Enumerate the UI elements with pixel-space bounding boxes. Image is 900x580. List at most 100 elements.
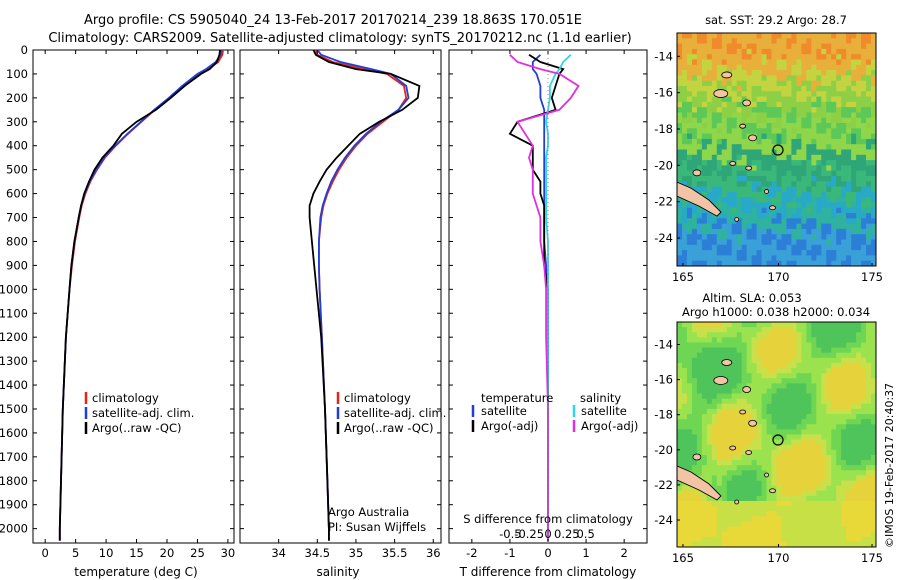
map-cell	[716, 191, 723, 198]
map-cell	[686, 460, 693, 466]
map-cell	[691, 342, 698, 348]
map-cell	[816, 373, 822, 379]
legend-t-argo-label: Argo(-adj)	[481, 419, 538, 433]
map-cell	[711, 117, 718, 124]
map-cell	[801, 48, 807, 55]
map-cell	[766, 439, 772, 446]
map-cell	[856, 107, 862, 113]
map-cell	[871, 378, 877, 384]
map-cell	[856, 149, 862, 156]
map-cell	[716, 322, 723, 328]
map-cell	[851, 541, 857, 548]
map-cell	[711, 398, 718, 405]
map-cell	[696, 414, 703, 420]
map-cell	[866, 54, 872, 60]
map-cell	[811, 531, 817, 538]
map-cell	[831, 138, 837, 145]
map-cell	[781, 357, 787, 364]
map-cell	[741, 444, 748, 451]
map-cell	[826, 495, 832, 502]
map-cell	[856, 223, 862, 230]
sla-land	[676, 359, 776, 505]
map-cell	[731, 322, 738, 328]
island-shape	[764, 189, 769, 194]
map-cell	[736, 347, 743, 354]
map-cell	[851, 80, 857, 87]
map-cell	[751, 444, 758, 451]
map-cell	[686, 234, 693, 240]
map-cell	[861, 112, 867, 119]
map-cell	[677, 449, 683, 456]
map-cell	[771, 500, 777, 507]
map-cell	[776, 70, 782, 76]
map-cell	[677, 506, 683, 512]
map-cell	[721, 521, 728, 527]
map-cell	[677, 342, 683, 348]
map-cell	[751, 197, 758, 203]
map-cell	[811, 96, 817, 103]
map-cell	[746, 149, 753, 156]
map-cell	[711, 373, 718, 379]
map-cell	[781, 368, 787, 374]
map-cell	[871, 234, 877, 240]
map-cell	[771, 43, 777, 50]
map-cell	[821, 439, 827, 446]
map-cell	[701, 506, 708, 512]
map-cell	[736, 133, 743, 140]
map-cell	[776, 362, 782, 369]
map-cell	[856, 526, 862, 533]
map-cell	[681, 175, 688, 182]
map-cell	[701, 213, 708, 219]
map-cell	[677, 373, 683, 379]
map-cell	[716, 536, 723, 543]
map-cell	[706, 500, 713, 507]
map-cell	[846, 234, 852, 240]
map-cell	[806, 480, 812, 487]
map-cell	[766, 449, 772, 456]
map-cell	[706, 470, 713, 476]
map-cell	[781, 160, 787, 166]
map-cell	[816, 218, 822, 225]
map-cell	[816, 133, 822, 140]
map-cell	[746, 117, 753, 124]
map-cell	[776, 160, 782, 166]
map-cell	[766, 403, 772, 410]
map-cell	[786, 414, 792, 420]
map-cell	[746, 332, 753, 338]
map-cell	[776, 228, 782, 235]
temperature-legend: climatology satellite-adj. clim. Argo(..…	[84, 391, 194, 435]
map-cell	[696, 531, 703, 538]
map-cell	[771, 485, 777, 492]
map-cell	[826, 454, 832, 461]
map-cell	[721, 64, 728, 71]
map-cell	[751, 485, 758, 492]
map-cell	[826, 388, 832, 394]
map-cell	[726, 398, 733, 405]
map-cell	[677, 500, 683, 507]
map-cell	[736, 332, 743, 338]
map-cell	[711, 43, 718, 50]
map-cell	[686, 352, 693, 359]
map-cell	[806, 393, 812, 400]
map-cell	[696, 403, 703, 410]
map-cell	[691, 175, 698, 182]
map-cell	[726, 64, 733, 71]
map-cell	[746, 202, 753, 209]
map-cell	[821, 419, 827, 425]
map-cell	[851, 495, 857, 502]
map-cell	[746, 197, 753, 203]
map-cell	[701, 429, 708, 435]
map-cell	[811, 213, 817, 219]
map-cell	[786, 475, 792, 481]
map-cell	[716, 186, 723, 193]
map-cell	[736, 357, 743, 364]
depth-tick-label: 100	[6, 67, 28, 81]
map-cell	[861, 96, 867, 103]
map-cell	[776, 234, 782, 240]
map-cell	[851, 48, 857, 55]
map-cell	[856, 424, 862, 430]
map-cell	[841, 181, 847, 187]
map-cell	[861, 85, 867, 92]
map-cell	[701, 465, 708, 471]
map-cell	[691, 107, 698, 113]
